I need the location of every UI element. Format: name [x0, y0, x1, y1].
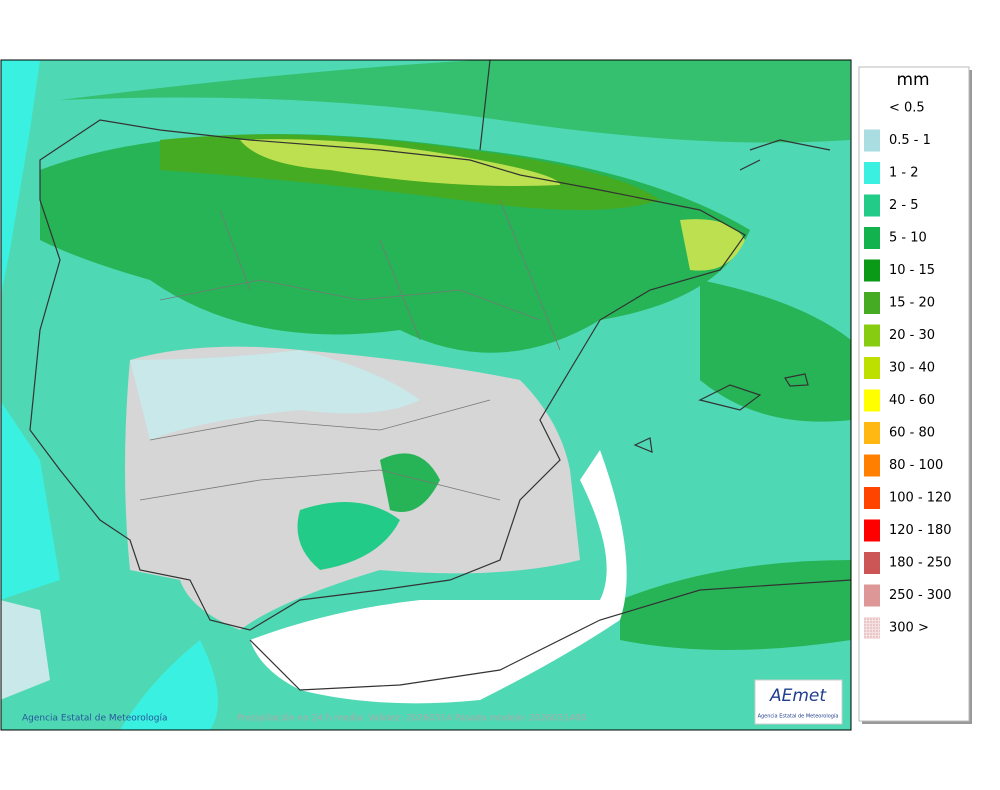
map-frame	[0, 59, 852, 731]
credit: Agencia Estatal de Meteorología	[22, 714, 168, 724]
legend-swatch	[864, 129, 880, 152]
legend-label: 1 - 2	[889, 166, 919, 181]
legend-label: 5 - 10	[889, 231, 927, 246]
logo: AEmet	[769, 686, 827, 706]
caption: Precipitación en 24 h media. Validez: 20…	[237, 713, 587, 724]
legend-swatch	[864, 259, 880, 282]
legend-swatch	[864, 389, 880, 412]
legend-swatch	[864, 292, 880, 314]
legend-swatch	[864, 584, 880, 607]
legend-label: 10 - 15	[889, 263, 935, 278]
legend-label: 30 - 40	[889, 361, 935, 376]
legend-swatch	[864, 324, 880, 347]
legend-label: 60 - 80	[889, 426, 935, 441]
logo-box	[754, 679, 843, 725]
legend-label: 80 - 100	[889, 458, 943, 473]
legend-label: 0.5 - 1	[889, 133, 931, 148]
legend-swatch	[864, 487, 880, 509]
legend-swatch	[864, 617, 880, 639]
legend-swatch	[864, 194, 880, 217]
legend-label: 120 - 180	[889, 523, 952, 538]
legend-label: 40 - 60	[889, 393, 935, 408]
legend-label: 250 - 300	[889, 588, 952, 603]
coastline	[29, 60, 851, 691]
legend-label: < 0.5	[889, 101, 925, 116]
legend-swatch	[864, 454, 880, 477]
legend-swatch	[864, 552, 880, 574]
legend-label: 2 - 5	[889, 198, 919, 213]
legend-swatch	[864, 97, 880, 119]
map: Agencia Estatal de Meteorología Precipit…	[1, 60, 851, 730]
legend-swatch	[864, 422, 880, 444]
borders	[139, 199, 561, 501]
legend-label: 180 - 250	[889, 556, 952, 571]
legend-label: 20 - 30	[889, 328, 935, 343]
legend-label: 100 - 120	[889, 491, 952, 506]
legend-unit: mm	[896, 70, 929, 90]
legend-swatch	[864, 162, 880, 184]
logo-subtitle: Agencia Estatal de Meteorología	[758, 713, 839, 720]
legend-swatch	[864, 519, 880, 542]
legend-label: 300 >	[889, 621, 929, 636]
legend-label: 15 - 20	[889, 296, 935, 311]
legend-swatch	[864, 227, 880, 249]
legend-swatch	[864, 357, 880, 379]
